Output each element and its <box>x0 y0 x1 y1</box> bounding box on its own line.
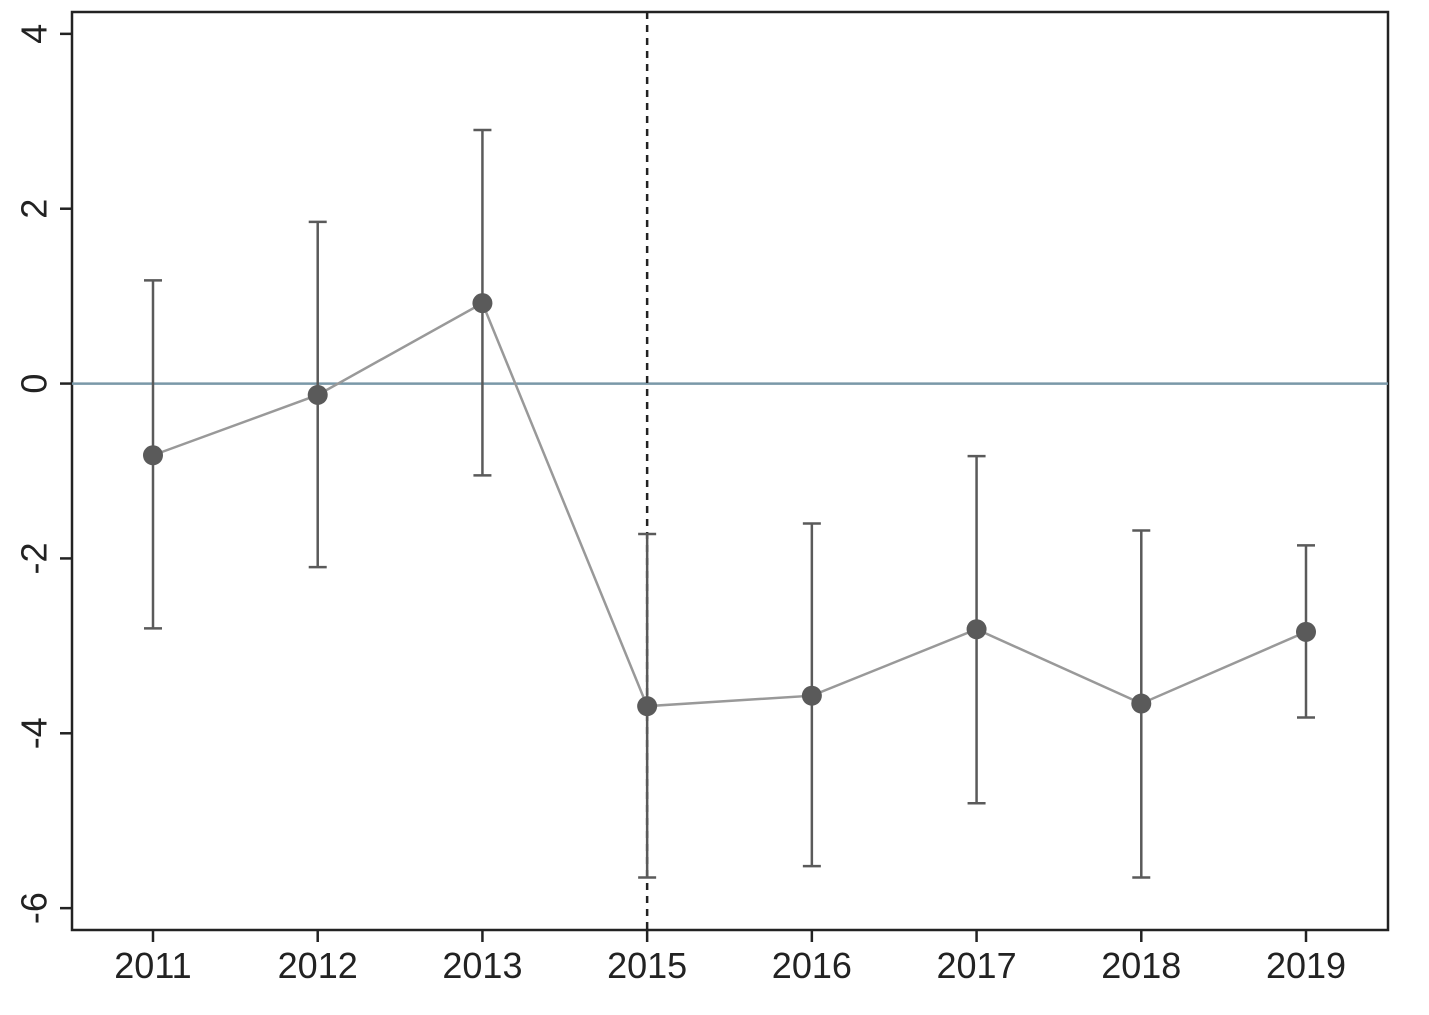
y-tick-label: 2 <box>14 199 55 219</box>
plot-frame <box>70 10 1390 932</box>
x-tick-label: 2019 <box>1266 945 1346 986</box>
x-tick-label: 2012 <box>278 945 358 986</box>
data-point <box>966 619 987 640</box>
data-point <box>1296 621 1316 642</box>
x-axis-ticks: 2011 2012 2013 2015 2016 2017 2018 2019 <box>114 930 1346 986</box>
data-point <box>801 685 822 706</box>
data-point <box>472 293 493 314</box>
data-point <box>637 696 658 717</box>
estimate-markers <box>143 293 1316 717</box>
x-tick-label: 2016 <box>772 945 852 986</box>
data-point <box>307 384 328 405</box>
data-point <box>1131 693 1152 714</box>
x-tick-label: 2018 <box>1101 945 1181 986</box>
x-tick-label: 2015 <box>607 945 687 986</box>
y-tick-label: 0 <box>14 374 55 394</box>
reference-lines <box>72 12 1388 930</box>
data-point <box>143 445 163 466</box>
x-tick-label: 2013 <box>442 945 522 986</box>
confidence-intervals <box>144 128 1315 879</box>
x-tick-label: 2011 <box>114 945 191 986</box>
y-tick-label: -2 <box>14 542 55 574</box>
y-tick-label: -4 <box>14 717 55 749</box>
estimate-connector <box>152 301 1307 708</box>
series-line <box>152 301 1307 708</box>
x-tick-label: 2017 <box>937 945 1017 986</box>
y-tick-label: 4 <box>14 24 55 44</box>
y-tick-label: -6 <box>14 892 55 924</box>
y-axis-ticks: 4 2 0 -2 -4 -6 <box>14 24 72 924</box>
